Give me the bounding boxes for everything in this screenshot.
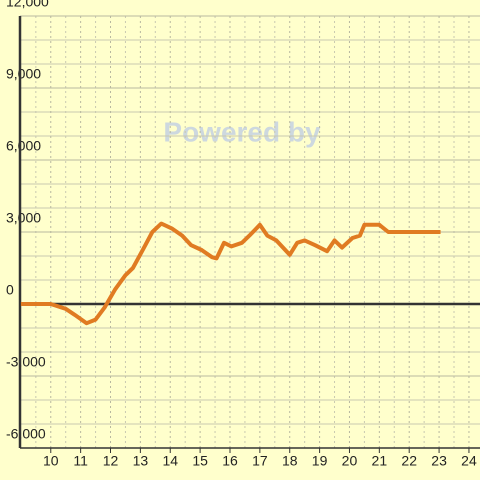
x-tick-label: 19 [312, 453, 328, 469]
y-tick-label: 12,000 [6, 0, 49, 10]
y-tick-label: 6,000 [6, 138, 41, 154]
y-tick-label: -6,000 [6, 426, 46, 442]
y-tick-label: 3,000 [6, 210, 41, 226]
x-tick-label: 10 [43, 453, 59, 469]
x-tick-label: 15 [192, 453, 208, 469]
x-tick-label: 23 [431, 453, 447, 469]
x-tick-label: 24 [461, 453, 477, 469]
x-tick-label: 16 [222, 453, 238, 469]
x-tick-label: 20 [342, 453, 358, 469]
y-tick-label: 9,000 [6, 66, 41, 82]
y-tick-label: -3,000 [6, 354, 46, 370]
x-tick-label: 14 [162, 453, 178, 469]
x-tick-label: 17 [252, 453, 268, 469]
data-line [20, 221, 441, 326]
x-tick-label: 11 [73, 453, 88, 469]
x-tick-label: 22 [401, 453, 417, 469]
x-tick-label: 13 [133, 453, 149, 469]
x-tick-label: 12 [103, 453, 119, 469]
y-tick-label: 0 [6, 282, 14, 298]
x-tick-label: 18 [282, 453, 298, 469]
x-tick-label: 21 [372, 453, 388, 469]
watermark: Powered by [163, 116, 321, 147]
